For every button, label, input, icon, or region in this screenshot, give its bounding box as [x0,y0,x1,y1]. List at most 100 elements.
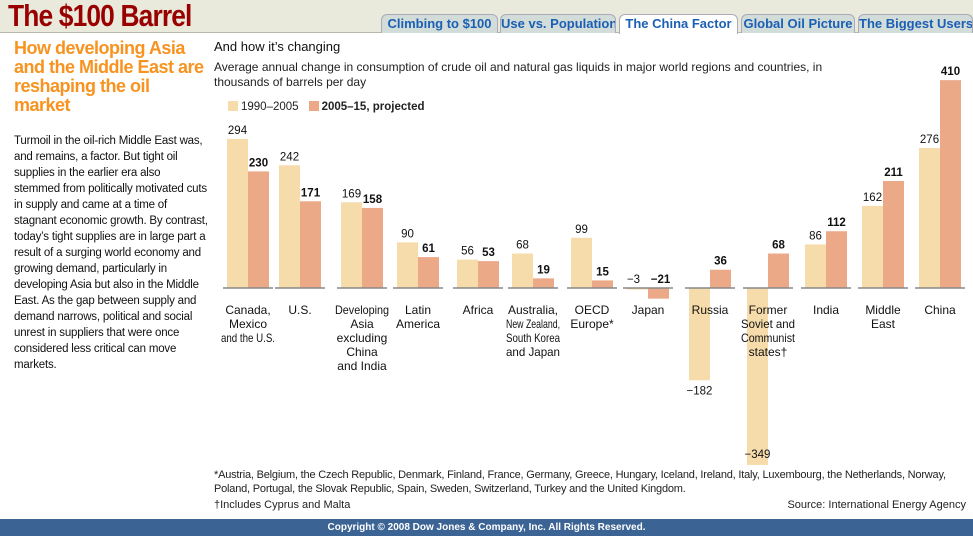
tab-china-factor[interactable]: The China Factor [619,14,738,34]
category-label: Developing [335,303,389,317]
bar-projected [592,280,613,288]
bar-projected [883,181,904,288]
category-label: excluding [337,331,388,345]
data-label: 99 [575,224,588,236]
bar-historical [279,165,300,288]
left-column: How developing Asia and the Middle East … [14,39,208,373]
bar-projected [940,80,961,288]
data-label: 169 [342,188,361,200]
category-label: China [346,345,378,359]
legend-swatch [308,101,319,111]
data-label: 86 [809,230,822,242]
category-label: Russia [692,303,729,317]
data-label: −3 [627,274,640,286]
bar-historical [512,253,533,288]
category-label: and the U.S. [221,331,275,345]
bar-historical [627,288,648,290]
legend-label: 2005–15, projected [321,101,425,113]
bar-projected [248,171,269,288]
bar-historical [689,288,710,381]
category-label: and Japan [506,345,560,359]
bar-projected [768,253,789,288]
data-label: 294 [228,125,248,137]
data-label: 158 [363,194,383,206]
legend-swatch [228,101,238,111]
category-label: Australia, [508,303,558,317]
chart-title: And how it’s changing [214,39,341,54]
bar-historical [862,205,883,288]
bar-historical [805,244,826,288]
tab-climbing[interactable]: Climbing to $100 [381,14,498,33]
category-label: East [871,317,896,331]
data-label: 230 [249,157,268,169]
data-label: 61 [422,243,435,255]
legend-label: 1990–2005 [241,101,299,113]
legend-item: 1990–2005 [228,101,299,113]
data-label: 162 [863,192,882,204]
bar-historical [919,148,940,288]
bar-projected [826,231,847,288]
legend: 1990–2005 2005–15, projected [228,101,424,113]
category-label: Europe* [570,317,614,331]
data-label: 68 [516,240,529,252]
category-label: Communist [741,331,796,345]
data-label: −21 [651,274,671,286]
footnote-row: †Includes Cyprus and Malta Source: Inter… [214,498,966,512]
chart-subtitle: Average annual change in consumption of … [214,60,823,89]
bar-projected [533,278,554,288]
bar-historical [227,138,248,288]
category-label: South Korea [506,331,560,345]
data-label: 53 [482,247,495,259]
page-title: The $100 Barrel [8,0,192,33]
bar-historical [571,237,592,288]
data-label: 19 [537,264,550,276]
category-label: India [813,303,839,317]
copyright-footer: Copyright © 2008 Dow Jones & Company, In… [0,519,973,536]
category-label: U.S. [288,303,311,317]
bar-projected [362,207,383,288]
footnote-dagger: †Includes Cyprus and Malta [214,499,351,511]
category-label: Africa [463,303,494,317]
category-label: America [396,317,440,331]
category-label: Japan [632,303,665,317]
section-heading: How developing Asia and the Middle East … [14,38,204,115]
category-label: Soviet and [741,317,795,331]
category-label: and India [337,359,387,373]
data-label: 171 [301,187,321,199]
bar-historical [397,242,418,288]
source: Source: International Energy Agency [787,499,966,511]
bar-projected [418,257,439,288]
category-label: Middle [865,303,901,317]
legend-item: 2005–15, projected [308,101,425,113]
bar-historical [341,202,362,288]
bar-projected [648,288,669,299]
footnotes: *Austria, Belgium, the Czech Republic, D… [214,468,966,512]
bar-historical [457,259,478,288]
category-label: OECD [575,303,610,317]
category-label: Former [749,303,788,317]
category-label: Canada, [225,303,270,317]
bar-projected [710,269,731,288]
category-label: Mexico [229,317,267,331]
tab-biggest-users[interactable]: The Biggest Users [858,14,973,33]
data-label: −349 [745,449,771,461]
data-label: 211 [884,167,903,179]
data-label: 112 [827,217,846,229]
data-label: 276 [920,134,939,146]
data-label: 15 [596,266,609,278]
category-label: states† [749,345,788,359]
bar-projected [300,201,321,288]
data-label: 56 [461,246,474,258]
category-label: China [924,303,956,317]
data-label: 242 [280,151,299,163]
category-label: Latin [405,303,431,317]
bar-historical [747,288,768,465]
data-label: 90 [401,228,414,240]
data-label: 410 [941,66,960,78]
data-label: −182 [687,385,713,397]
header: The $100 Barrel Climbing to $100 Use vs.… [0,0,973,34]
tab-use-vs-population[interactable]: Use vs. Population [500,14,616,33]
tab-global-oil-picture[interactable]: Global Oil Picture [741,14,855,33]
bar-projected [478,261,499,288]
